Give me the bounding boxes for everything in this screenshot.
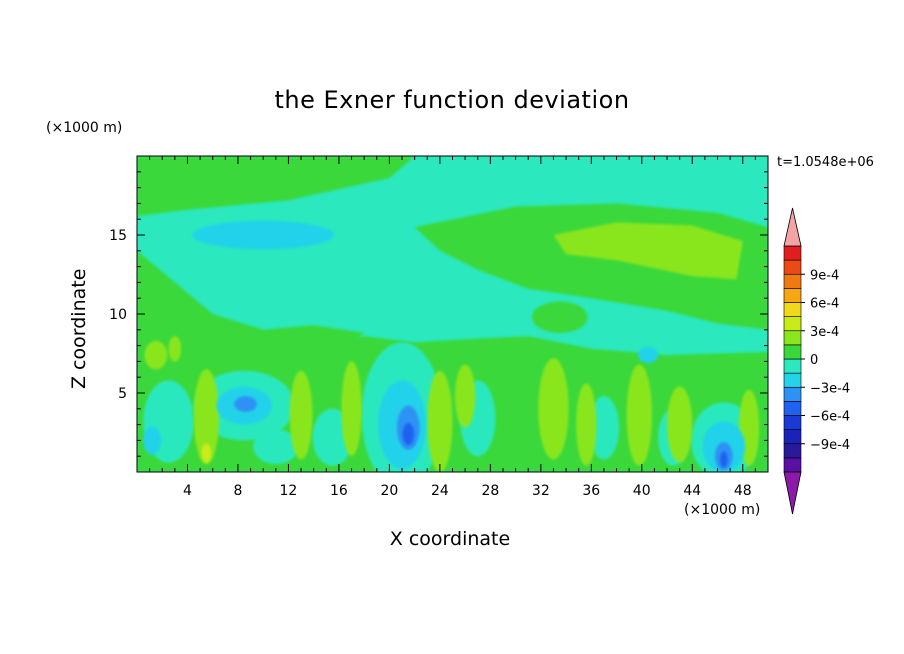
cell-lime-3 <box>427 370 453 472</box>
chart-title: the Exner function deviation <box>274 86 630 114</box>
cell-yellow-a <box>201 443 212 463</box>
y-tick-label: 10 <box>109 307 127 323</box>
cell-lime-10 <box>144 340 168 370</box>
colorbar-tick-label: 0 <box>810 353 818 368</box>
x-axis-unit: (×1000 m) <box>684 502 761 518</box>
cell-lime-1 <box>289 370 313 460</box>
colorbar-tick-label: −6e-4 <box>810 410 850 425</box>
region-mid-bump <box>532 301 588 333</box>
colorbar-tick-label: 3e-4 <box>810 325 839 340</box>
colorbar-tick-label: 6e-4 <box>810 297 839 312</box>
colorbar-band <box>783 429 802 445</box>
cell-lime-6 <box>576 383 597 466</box>
x-tick-label: 40 <box>633 483 651 499</box>
colorbar-tick-label: 9e-4 <box>810 268 839 283</box>
x-axis-label-text: X coordinate <box>389 528 511 550</box>
colorbar-band <box>783 302 802 317</box>
x-tick-label: 4 <box>183 483 192 499</box>
x-tick-label: 28 <box>481 483 499 499</box>
x-tick-label: 24 <box>431 483 449 499</box>
cell-cyan-upper <box>192 220 334 250</box>
colorbar-band <box>783 401 802 416</box>
x-tick-label: 48 <box>734 483 752 499</box>
cell-lime-4 <box>455 364 476 428</box>
cell-lime-11 <box>168 336 182 362</box>
cell-mint-i <box>253 429 299 465</box>
z-axis-unit: (×1000 m) <box>46 120 123 136</box>
colorbar-band <box>783 273 802 289</box>
cell-lime-5 <box>538 358 569 460</box>
cell-blue-b-core <box>720 451 728 468</box>
colorbar-band <box>783 443 802 459</box>
colorbar-band <box>783 245 802 261</box>
x-tick-label: 44 <box>683 483 701 499</box>
contour-field <box>137 156 768 472</box>
colorbar-band <box>783 372 802 388</box>
colorbar-band <box>783 330 802 346</box>
colorbar: 9e-4 6e-4 3e-4 0 −3e-4 −6e-4 −9e-4 <box>783 207 850 515</box>
colorbar-band <box>783 415 802 430</box>
region-upper-left <box>137 156 415 216</box>
colorbar-band <box>783 358 802 374</box>
cell-cyan-d <box>638 347 659 363</box>
cell-lime-2 <box>341 361 362 457</box>
x-tick-label: 36 <box>582 483 600 499</box>
y-tick-label: 15 <box>109 228 127 244</box>
x-tick-label: 8 <box>233 483 242 499</box>
region-lime-upper <box>553 222 743 280</box>
x-tick-label: 20 <box>380 483 398 499</box>
colorbar-band <box>783 288 802 303</box>
cell-blue-a-core <box>402 423 415 446</box>
cell-cyan-e <box>143 426 161 455</box>
cell-lime-8 <box>667 386 693 463</box>
x-tick-label: 16 <box>330 483 348 499</box>
cell-mint-g <box>588 396 620 460</box>
cell-lime-7 <box>626 364 652 466</box>
colorbar-band <box>783 344 802 360</box>
colorbar-band <box>783 386 802 402</box>
x-tick-label: 32 <box>532 483 550 499</box>
colorbar-tick-label: −9e-4 <box>810 438 850 453</box>
cell-lime-0 <box>193 369 220 465</box>
cell-blue-c <box>234 396 257 412</box>
colorbar-over-triangle <box>783 207 802 247</box>
colorbar-band <box>783 457 802 473</box>
colorbar-under-triangle <box>783 471 802 515</box>
colorbar-band <box>783 259 802 275</box>
y-tick-label: 5 <box>118 386 127 402</box>
region-left <box>137 250 365 354</box>
time-label: t=1.0548e+06 <box>777 155 874 170</box>
x-tick-label: 12 <box>280 483 298 499</box>
colorbar-band <box>783 316 802 332</box>
colorbar-tick-label: −3e-4 <box>810 381 850 396</box>
x-axis-label: X coordinate <box>0 528 904 550</box>
